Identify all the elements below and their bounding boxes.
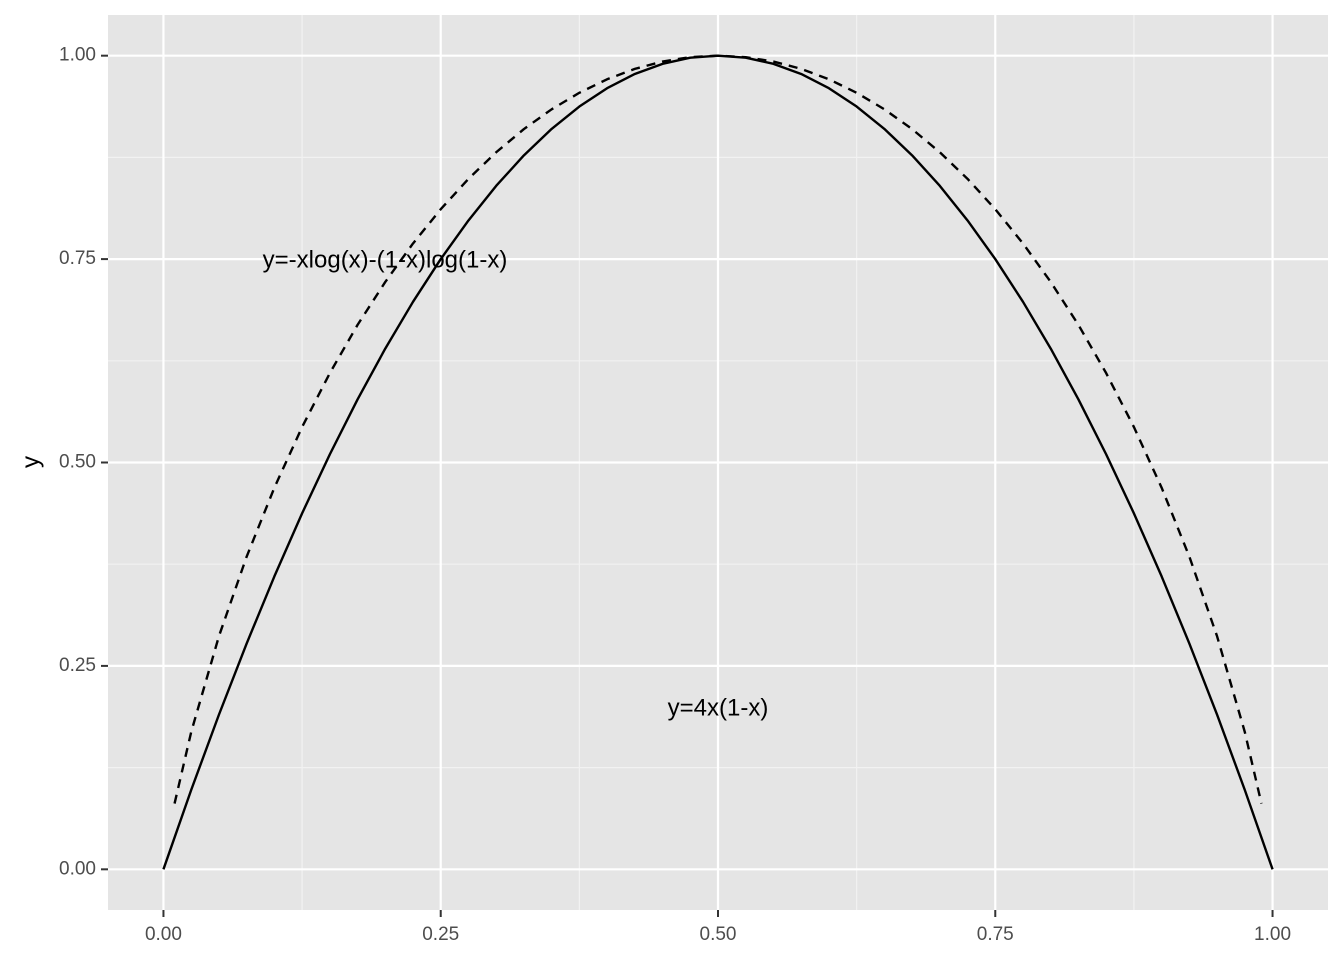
y-tick-label: 1.00 (59, 45, 96, 66)
x-tick-label: 0.25 (422, 924, 459, 945)
y-tick-label: 0.75 (59, 248, 96, 269)
y-tick-label: 0.50 (59, 452, 96, 473)
y-tick-label: 0.00 (59, 858, 96, 879)
y-tick-label: 0.25 (59, 655, 96, 676)
x-tick-label: 0.50 (700, 924, 737, 945)
line (173, 54, 1263, 804)
annotation: y=4x(1-x) (668, 694, 769, 721)
y-axis-label: y (17, 456, 44, 468)
annotation: y=-xlog(x)-(1-x)log(1-x) (263, 246, 508, 273)
x-tick-label: 1.00 (1254, 924, 1291, 945)
x-tick-label: 0.00 (145, 924, 182, 945)
x-tick-label: 0.75 (977, 924, 1014, 945)
